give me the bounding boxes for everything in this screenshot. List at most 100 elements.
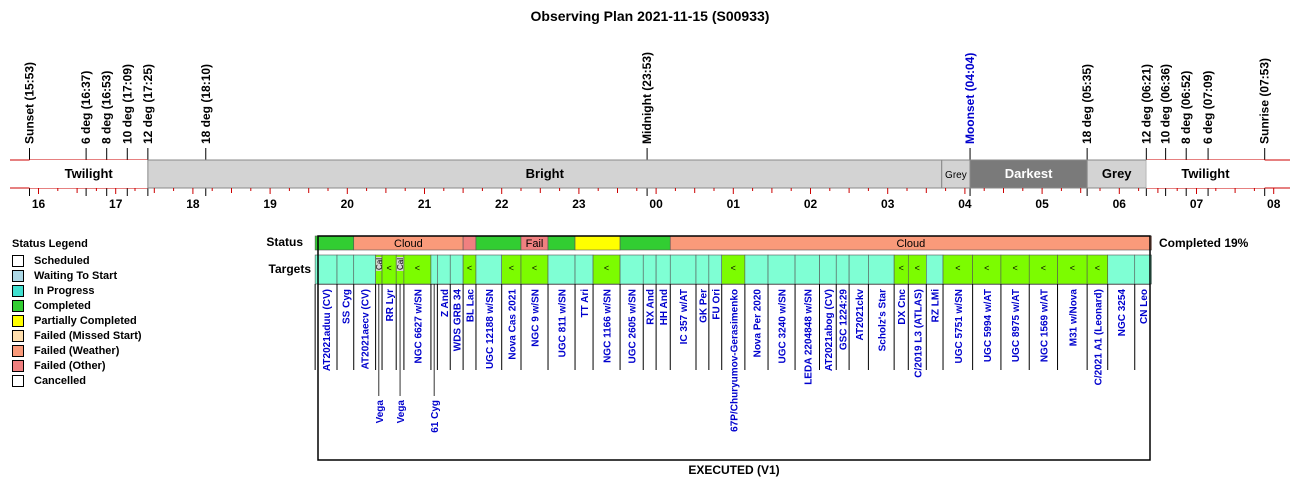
target-name: GK Per bbox=[698, 289, 709, 323]
legend-label: In Progress bbox=[34, 284, 95, 297]
status-segment-label: Cloud bbox=[394, 238, 423, 250]
legend-item: Waiting To Start bbox=[12, 268, 142, 283]
target-block bbox=[695, 254, 710, 285]
event-label: 6 deg (07:09) bbox=[1201, 71, 1215, 144]
target-name: GSC 1224:29 bbox=[839, 289, 850, 351]
event-label: Sunset (15:53) bbox=[22, 62, 36, 144]
target-block bbox=[942, 254, 973, 285]
legend-swatch bbox=[12, 329, 24, 342]
target-name: UGC 8975 w/AT bbox=[1011, 289, 1022, 362]
target-mark: < bbox=[955, 263, 960, 273]
legend-swatch bbox=[12, 359, 24, 372]
target-mark: < bbox=[984, 263, 989, 273]
sky-period-twilight bbox=[29, 160, 148, 188]
target-block bbox=[403, 254, 432, 285]
target-name: AT2021abog (CV) bbox=[824, 289, 835, 371]
target-mark: < bbox=[899, 263, 904, 273]
sky-period-label: Grey bbox=[1102, 166, 1132, 181]
target-name: Scholz's Star bbox=[877, 289, 888, 352]
event-label: 18 deg (18:10) bbox=[199, 64, 213, 144]
target-name: RX And bbox=[646, 289, 657, 325]
target-block bbox=[619, 254, 644, 285]
legend-label: Failed (Other) bbox=[34, 359, 106, 372]
target-block bbox=[848, 254, 869, 285]
sky-period-twilight bbox=[1146, 160, 1265, 188]
event-label: Sunrise (07:53) bbox=[1258, 58, 1272, 144]
target-block bbox=[353, 254, 376, 285]
completed-percent: Completed 19% bbox=[1159, 236, 1249, 250]
legend-swatch bbox=[12, 269, 24, 282]
target-block bbox=[655, 254, 671, 285]
target-name: UGC 3240 w/SN bbox=[778, 289, 789, 363]
event-label: Midnight (23:53) bbox=[640, 52, 654, 144]
legend-title: Status Legend bbox=[12, 238, 88, 250]
legend-swatch bbox=[12, 374, 24, 387]
target-name: Z And bbox=[440, 289, 451, 317]
sky-period-label: Bright bbox=[526, 166, 565, 181]
legend-swatch bbox=[12, 299, 24, 312]
target-block bbox=[642, 254, 657, 285]
calibration-cell bbox=[396, 257, 404, 271]
target-block bbox=[972, 254, 1002, 285]
sky-period-label: Darkest bbox=[1005, 166, 1053, 181]
target-block bbox=[1000, 254, 1030, 285]
target-block bbox=[449, 254, 464, 285]
hour-tick-label: 04 bbox=[958, 197, 972, 211]
hour-tick-label: 01 bbox=[727, 197, 741, 211]
target-name: DX Cnc bbox=[897, 289, 908, 325]
target-block bbox=[430, 254, 438, 285]
calibration-mark: Cal bbox=[375, 258, 384, 270]
legend-item: Failed (Missed Start) bbox=[12, 328, 142, 343]
target-mark: < bbox=[1070, 263, 1075, 273]
event-label: 18 deg (05:35) bbox=[1080, 64, 1094, 144]
legend-item: Failed (Weather) bbox=[12, 343, 142, 358]
target-name: FU Ori bbox=[711, 289, 722, 320]
legend-label: Partially Completed bbox=[34, 314, 137, 327]
target-name: BL Lac bbox=[466, 289, 477, 323]
target-name: NGC 6627 w/SN bbox=[413, 289, 424, 363]
target-mark: < bbox=[1012, 263, 1017, 273]
target-name: WDS GRB 34 bbox=[453, 289, 464, 352]
legend-label: Completed bbox=[34, 299, 91, 312]
target-block bbox=[819, 254, 837, 285]
status-segment-partial bbox=[574, 235, 621, 251]
event-label: 10 deg (17:09) bbox=[120, 64, 134, 144]
hour-tick-label: 06 bbox=[1113, 197, 1127, 211]
target-block bbox=[574, 254, 594, 285]
target-name: M31 w/Nova bbox=[1068, 289, 1079, 347]
status-segment-completed bbox=[619, 235, 671, 251]
status-segment-completed bbox=[314, 235, 355, 251]
target-name: UGC 12188 w/SN bbox=[485, 289, 496, 369]
hour-tick-label: 18 bbox=[186, 197, 200, 211]
event-label: 12 deg (17:25) bbox=[141, 64, 155, 144]
target-name: NGC 1166 w/SN bbox=[603, 289, 614, 363]
hour-tick-label: 05 bbox=[1035, 197, 1049, 211]
target-name: NGC 1569 w/AT bbox=[1039, 289, 1050, 362]
target-mark: < bbox=[1041, 263, 1046, 273]
target-name-below: 61 Cyg bbox=[430, 400, 441, 433]
event-label: 8 deg (06:52) bbox=[1179, 71, 1193, 144]
legend-label: Failed (Missed Start) bbox=[34, 329, 142, 342]
target-name: SS Cyg bbox=[341, 289, 352, 324]
status-segment-other bbox=[462, 235, 477, 251]
target-name: UGC 5994 w/AT bbox=[983, 289, 994, 362]
executed-frame bbox=[317, 235, 1151, 461]
event-label: 6 deg (16:37) bbox=[79, 71, 93, 144]
hour-tick-label: 19 bbox=[263, 197, 277, 211]
target-block bbox=[1057, 254, 1088, 285]
sky-period-label: Twilight bbox=[1181, 166, 1230, 181]
hour-tick-label: 16 bbox=[32, 197, 46, 211]
target-block bbox=[336, 254, 355, 285]
hour-tick-label: 20 bbox=[341, 197, 355, 211]
target-mark: < bbox=[532, 263, 537, 273]
sky-period-label: Twilight bbox=[65, 166, 114, 181]
target-name: RZ LMi bbox=[931, 289, 942, 323]
target-block bbox=[1134, 254, 1152, 285]
legend-swatch bbox=[12, 284, 24, 297]
hour-tick-label: 17 bbox=[109, 197, 123, 211]
target-name: IC 357 w/AT bbox=[679, 289, 690, 344]
target-name: C/2021 A1 (Leonard) bbox=[1093, 289, 1104, 385]
target-name: NGC 9 w/SN bbox=[531, 289, 542, 347]
status-segment-label: Cloud bbox=[896, 238, 925, 250]
